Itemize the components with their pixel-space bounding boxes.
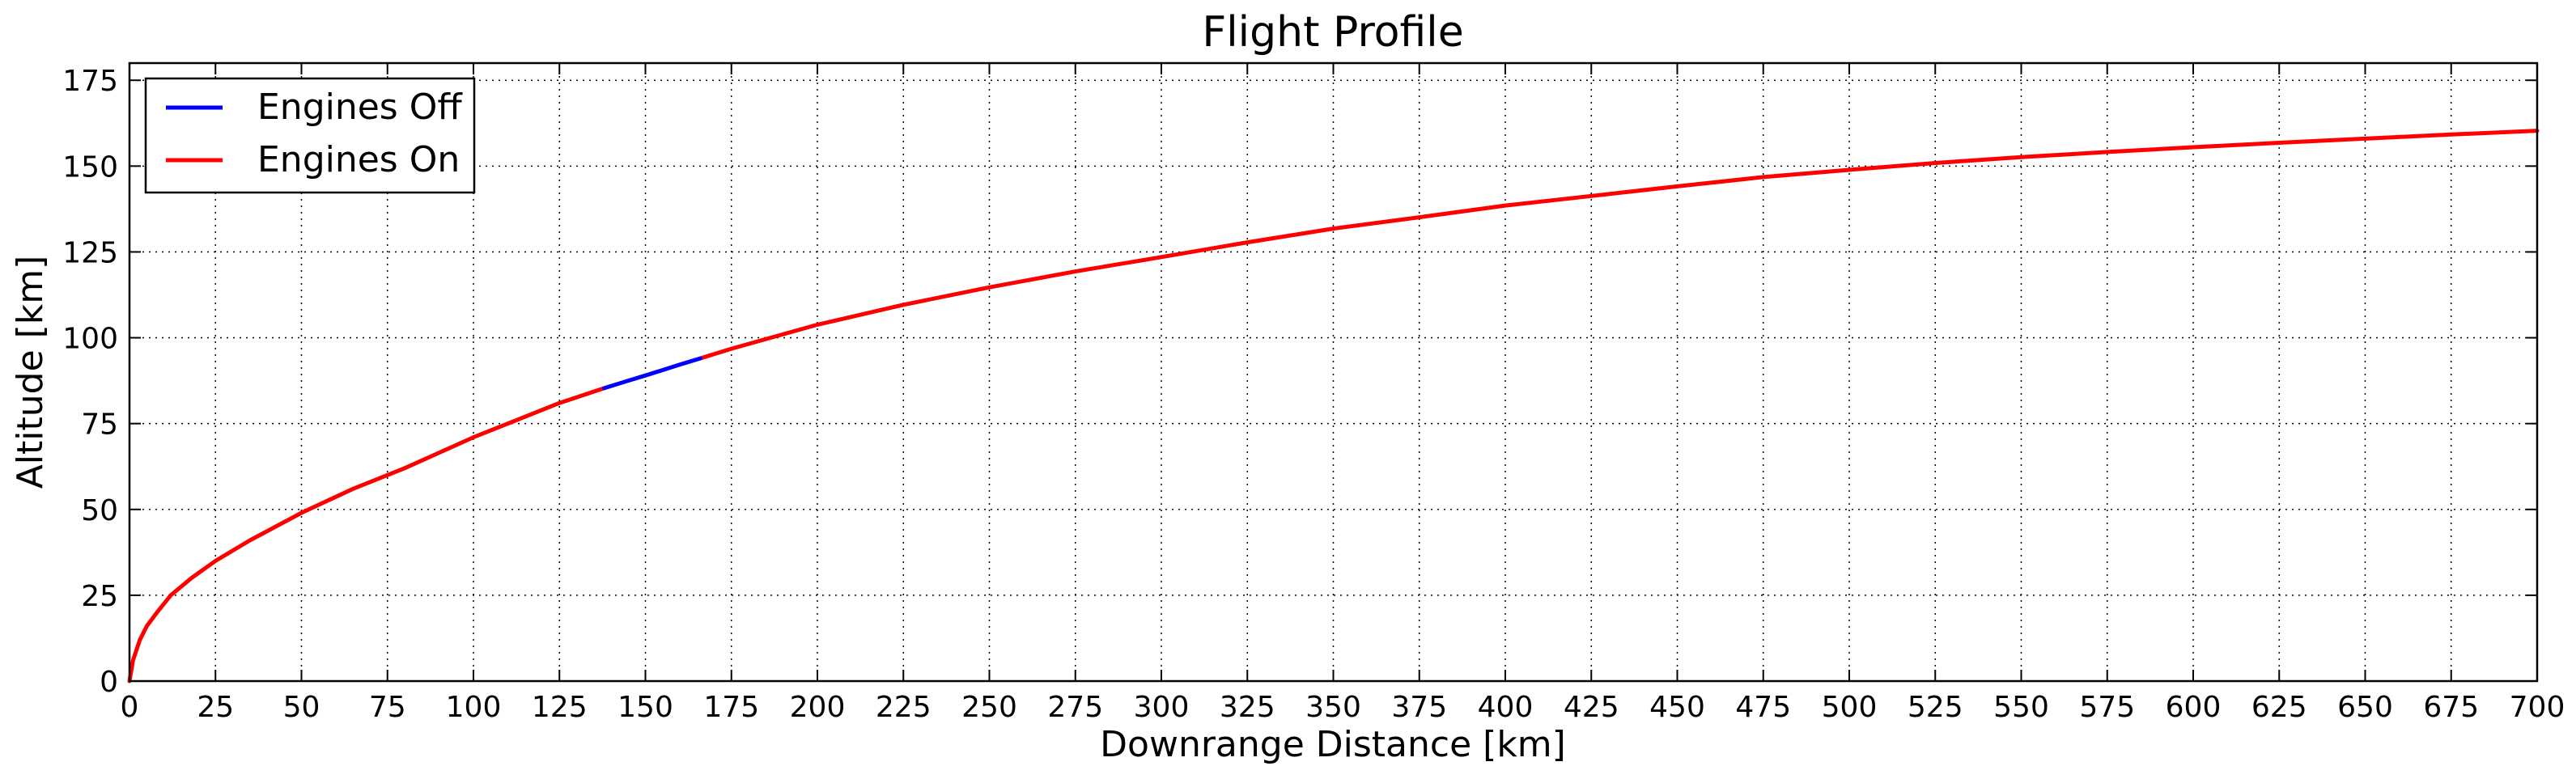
x-tick-label: 325 (1220, 691, 1275, 724)
x-tick-label: 500 (1822, 691, 1878, 724)
x-tick-label: 600 (2166, 691, 2222, 724)
x-tick-label: 125 (532, 691, 588, 724)
series-line-engines-on (698, 129, 2540, 361)
chart-title: Flight Profile (1202, 8, 1463, 57)
x-tick-label: 550 (1993, 691, 2049, 724)
series-line-engines-on (127, 386, 606, 684)
legend-label-engines-on: Engines On (257, 139, 460, 180)
x-tick-label: 450 (1649, 691, 1705, 724)
series-line-engines-off (602, 356, 702, 391)
x-tick-label: 175 (703, 691, 759, 724)
x-tick-label: 575 (2079, 691, 2135, 724)
y-tick-label: 25 (81, 580, 118, 613)
y-tick-label: 125 (62, 236, 118, 269)
x-tick-label: 375 (1391, 691, 1447, 724)
x-tick-label: 700 (2510, 691, 2565, 724)
axis-ticks (129, 63, 2538, 682)
series-lines (127, 129, 2540, 684)
x-tick-label: 0 (121, 691, 139, 724)
y-tick-label: 0 (100, 666, 118, 699)
x-tick-label: 425 (1564, 691, 1619, 724)
x-tick-label: 475 (1735, 691, 1791, 724)
axis-tick-labels: 0 25 50 75 100 125 150 175 200 225 250 275 300 325 350… (62, 65, 2565, 724)
y-axis-label: Altitude [km] (10, 256, 51, 489)
y-tick-label: 150 (62, 150, 118, 184)
x-tick-label: 650 (2337, 691, 2393, 724)
x-tick-label: 675 (2423, 691, 2479, 724)
x-tick-label: 75 (369, 691, 406, 724)
x-tick-label: 225 (876, 691, 932, 724)
x-tick-label: 200 (790, 691, 846, 724)
x-axis-label: Downrange Distance [km] (1100, 724, 1566, 765)
legend-box (144, 77, 476, 194)
y-tick-label: 75 (81, 408, 118, 442)
x-tick-label: 625 (2251, 691, 2307, 724)
y-tick-label: 100 (62, 323, 118, 356)
legend: Engines Off Engines On (144, 77, 476, 194)
x-tick-label: 250 (961, 691, 1017, 724)
y-tick-label: 175 (62, 65, 118, 98)
x-tick-label: 100 (446, 691, 502, 724)
legend-label-engines-off: Engines Off (257, 87, 463, 128)
y-tick-label: 50 (81, 494, 118, 527)
x-tick-label: 150 (617, 691, 673, 724)
x-tick-label: 300 (1134, 691, 1190, 724)
x-tick-label: 525 (1908, 691, 1963, 724)
x-tick-label: 400 (1478, 691, 1534, 724)
x-tick-label: 50 (283, 691, 320, 724)
x-tick-label: 350 (1305, 691, 1361, 724)
x-tick-label: 25 (197, 691, 234, 724)
x-tick-label: 275 (1047, 691, 1103, 724)
